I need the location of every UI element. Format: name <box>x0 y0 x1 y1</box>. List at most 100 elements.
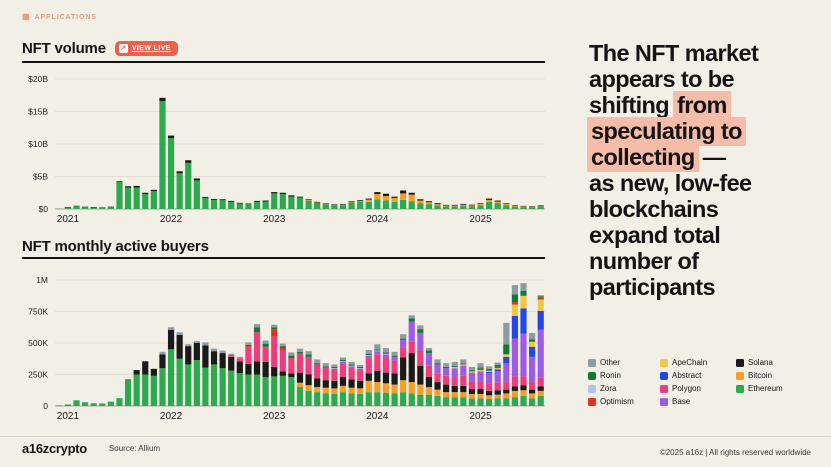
bar-segment-ethereum <box>296 387 304 406</box>
bar-segment-ronin <box>382 352 390 354</box>
headline-line: number of <box>589 248 831 274</box>
bar-segment-ronin <box>253 327 261 333</box>
bar-segment-base <box>468 372 476 382</box>
bar-segment-solana <box>486 390 493 396</box>
bar-segment-other <box>331 364 338 367</box>
bar-segment-solana <box>348 379 355 388</box>
bar-segment-ethereum <box>434 205 441 209</box>
bar-segment-base <box>537 329 544 378</box>
legend-swatch <box>736 358 744 367</box>
bar-segment-ethereum <box>357 394 364 406</box>
bar-segment-other <box>460 359 467 364</box>
bar-segment-ethereum <box>486 201 493 209</box>
bar-segment-ethereum <box>228 201 235 209</box>
bar-segment-solana <box>511 386 519 391</box>
bar-segment-polygon <box>236 358 243 362</box>
bar-segment-optimism <box>511 302 519 305</box>
bar-segment-polygon <box>288 358 295 374</box>
bar-segment-bitcoin <box>443 205 450 207</box>
bar-segment-base <box>425 353 433 366</box>
bar-segment-ethereum <box>460 206 467 209</box>
bar-segment-apechain <box>503 354 510 357</box>
bar-segment-other <box>503 322 510 345</box>
bar-segment-abstract <box>520 308 527 334</box>
bar-segment-abstract <box>529 346 536 357</box>
bar-segment-base <box>408 321 415 342</box>
bar-segment-solana <box>382 193 390 196</box>
headline-line: speculating to <box>587 117 831 146</box>
x-year-label: 2023 <box>263 411 286 422</box>
bar-segment-base <box>451 368 458 378</box>
x-year-label: 2024 <box>366 411 389 422</box>
legend-label: ApeChain <box>672 358 708 367</box>
bar-segment-ethereum <box>529 207 536 209</box>
bar-segment-bitcoin <box>520 206 527 208</box>
bar-segment-other <box>486 366 493 369</box>
bar-segment-solana <box>339 377 347 386</box>
bar-segment-other <box>520 283 527 291</box>
bar-segment-ethereum <box>537 206 544 209</box>
bar-segment-solana <box>468 204 476 206</box>
bar-segment-ronin <box>245 344 252 347</box>
bar-segment-ethereum <box>288 377 295 406</box>
bar-segment-ethereum <box>477 398 484 406</box>
bar-segment-ethereum <box>305 390 312 406</box>
bar-segment-solana <box>124 186 132 188</box>
bar-segment-solana <box>425 201 433 203</box>
bar-segment-solana <box>400 357 407 381</box>
bar-segment-other <box>511 285 519 295</box>
bar-segment-solana <box>417 199 424 201</box>
bar-segment-polygon <box>494 382 501 391</box>
legend-item-ethereum: Ethereum <box>736 384 792 393</box>
x-year-label: 2025 <box>469 214 492 225</box>
bar-segment-bitcoin <box>382 196 390 201</box>
bar-segment-solana <box>219 199 226 201</box>
bar-segment-bitcoin <box>451 205 458 207</box>
bar-segment-solana <box>477 388 484 395</box>
bar-segment-polygon <box>408 341 415 354</box>
bar-segment-solana <box>185 160 192 163</box>
bar-segment-solana <box>288 195 295 197</box>
bar-segment-abstract <box>486 371 493 374</box>
bar-segment-polygon <box>468 381 476 389</box>
bar-segment-other <box>288 352 295 356</box>
bar-segment-base <box>417 332 424 351</box>
headline-text: expand total <box>589 222 721 248</box>
legend-label: Optimism <box>600 397 634 406</box>
bar-segment-bitcoin <box>339 385 347 393</box>
bar-segment-bitcoin <box>486 395 493 400</box>
bar-segment-ronin <box>339 360 347 362</box>
bar-segment-other <box>357 365 364 367</box>
bar-segment-ronin <box>322 366 329 368</box>
bar-segment-bitcoin <box>357 388 364 395</box>
bar-segment-polygon <box>434 373 441 383</box>
bar-segment-solana <box>408 192 415 195</box>
bar-segment-ronin <box>374 349 381 351</box>
bar-segment-solana <box>228 200 235 202</box>
bar-segment-apechain <box>520 295 527 309</box>
view-live-button[interactable]: ↗ VIEW LIVE <box>114 41 178 56</box>
bar-segment-zora <box>348 365 355 367</box>
grid-icon: ▦ <box>22 12 31 21</box>
chart-legend: Other Ronin Zora Optimism ApeChain Abstract Po… <box>588 358 792 406</box>
bar-segment-solana <box>365 373 372 381</box>
bar-segment-solana <box>374 370 381 383</box>
bar-segment-base <box>365 355 372 359</box>
legend-column: Solana Bitcoin Ethereum <box>736 358 792 406</box>
buyers-section-header: NFT monthly active buyers <box>22 238 209 255</box>
bar-segment-base <box>486 373 493 384</box>
bar-segment-solana <box>236 361 243 374</box>
bar-segment-solana <box>210 351 218 365</box>
legend-column: ApeChain Abstract Polygon Base <box>660 358 722 406</box>
bar-segment-polygon <box>503 382 510 390</box>
bar-segment-ethereum <box>400 199 407 209</box>
bar-segment-other <box>219 350 226 354</box>
bar-segment-solana <box>434 203 441 205</box>
bar-segment-ethereum <box>236 203 243 209</box>
bar-segment-ethereum <box>219 368 226 406</box>
bar-segment-ethereum <box>374 392 381 406</box>
bar-segment-solana <box>503 203 510 204</box>
headline: The NFT market appears to be shifting from… <box>587 40 831 300</box>
legend-label: Solana <box>748 358 773 367</box>
bar-segment-apechain <box>451 366 458 369</box>
